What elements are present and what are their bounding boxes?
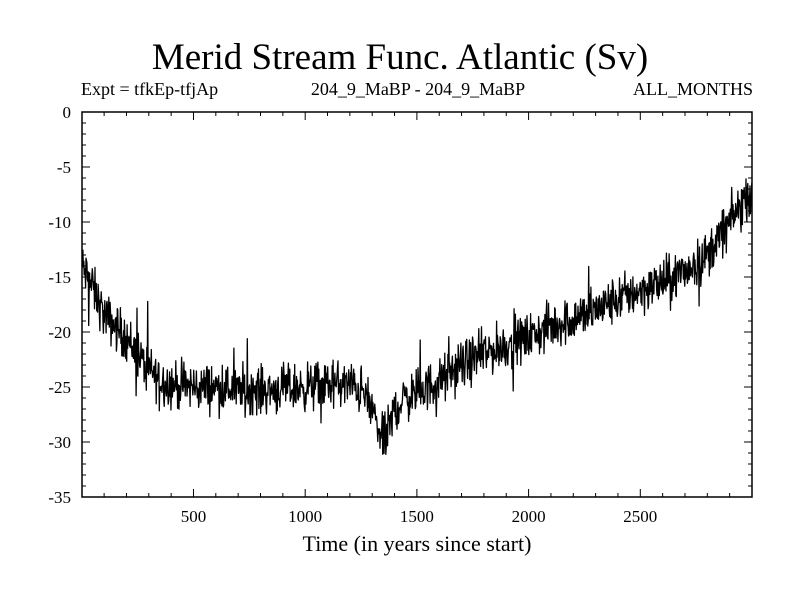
series-layer	[81, 178, 753, 455]
x-tick-label: 500	[181, 507, 207, 526]
x-tick-label: 1500	[400, 507, 434, 526]
y-tick-label: -25	[48, 378, 71, 397]
experiment-label: Expt = tfkEp-tfjAp	[81, 79, 219, 99]
y-tick-label: -10	[48, 213, 71, 232]
y-tick-label: 0	[63, 103, 72, 122]
y-tick-label: -15	[48, 268, 71, 287]
y-tick-label: -5	[57, 158, 71, 177]
x-tick-label: 1000	[288, 507, 322, 526]
series-line-0	[81, 178, 753, 455]
axis-layer: 500 1000 1500 2000 2500 0 -5 -10 -15 -20 -25 -30 -35	[48, 103, 752, 526]
plot-frame	[81, 111, 753, 498]
x-axis-label: Time (in years since start)	[302, 531, 532, 556]
months-label: ALL_MONTHS	[633, 79, 753, 99]
x-tick-label: 2500	[623, 507, 657, 526]
y-tick-label: -35	[48, 488, 71, 507]
chart-title: Merid Stream Func. Atlantic (Sv)	[151, 37, 649, 78]
y-tick-label: -20	[48, 323, 71, 342]
period-label: 204_9_MaBP - 204_9_MaBP	[310, 79, 526, 99]
x-tick-label: 2000	[512, 507, 546, 526]
y-tick-label: -30	[48, 433, 71, 452]
